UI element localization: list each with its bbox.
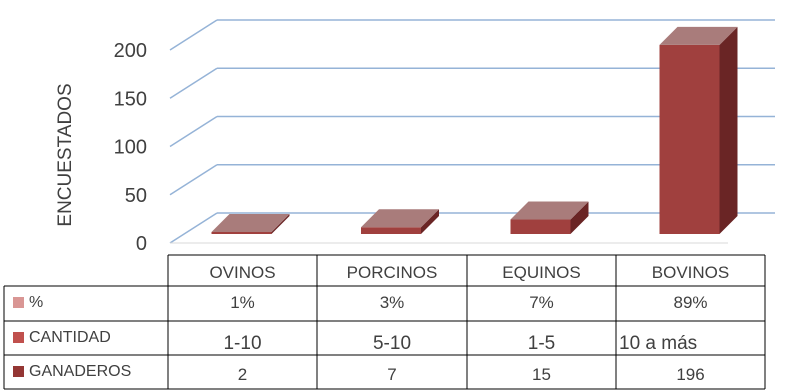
bars — [211, 26, 738, 234]
table-cell: 10 a más — [619, 333, 697, 354]
legend-swatch — [13, 297, 24, 308]
bar-equinos — [510, 201, 589, 234]
table-cell: 3% — [380, 293, 405, 312]
table-row: % 1% 3% 7% 89% — [13, 293, 708, 312]
table-cell: 15 — [532, 365, 551, 384]
y-tick-label: 50 — [125, 185, 147, 207]
table-row: GANADEROS 2 7 15 196 — [13, 363, 705, 384]
series-label: CANTIDAD — [29, 329, 111, 346]
y-axis-title: ENCUESTADOS — [55, 83, 76, 226]
table-cell: 7% — [529, 293, 554, 312]
category-label: EQUINOS — [502, 263, 580, 282]
table-cell: 89% — [673, 293, 707, 312]
table-row: CANTIDAD 1-10 5-10 1-5 10 a más — [13, 329, 697, 354]
table-cell: 1-10 — [223, 333, 261, 354]
bar-bovinos — [659, 26, 738, 234]
legend-swatch — [13, 366, 24, 377]
series-label: % — [29, 294, 43, 311]
table-cell: 196 — [676, 365, 704, 384]
data-table: OVINOS PORCINOS EQUINOS BOVINOS% 1% 3% 7% 89% CA… — [3, 254, 766, 390]
category-label: OVINOS — [209, 263, 275, 282]
y-axis-ticks: 0 50 100 150 200 — [114, 40, 147, 255]
bar-ovinos — [211, 214, 290, 234]
table-cell: 1% — [230, 293, 255, 312]
category-label: PORCINOS — [347, 263, 438, 282]
category-label: BOVINOS — [652, 263, 729, 282]
table-cell: 5-10 — [373, 333, 411, 354]
y-tick-label: 100 — [114, 137, 147, 159]
y-tick-label: 150 — [114, 88, 147, 110]
gridline — [169, 19, 775, 51]
y-tick-label: 0 — [136, 233, 147, 255]
y-tick-label: 200 — [114, 40, 147, 62]
table-cell: 7 — [387, 365, 396, 384]
series-label: GANADEROS — [29, 363, 131, 380]
legend-swatch — [13, 332, 24, 343]
table-cell: 2 — [238, 365, 247, 384]
bar-porcinos — [361, 209, 439, 234]
table-cell: 1-5 — [528, 333, 555, 354]
